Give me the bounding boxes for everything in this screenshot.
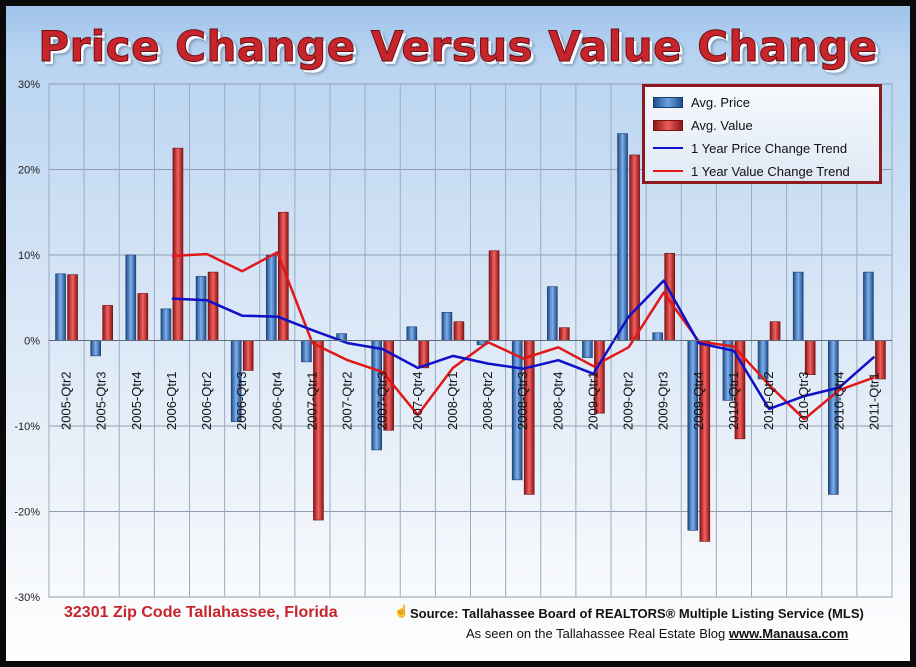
price-bar: [792, 271, 804, 341]
x-category-label: 2009-Qtr3: [656, 371, 671, 430]
footer-site-link[interactable]: www.Manausa.com: [728, 626, 849, 641]
x-category-label: 2006-Qtr2: [199, 371, 214, 430]
value-bar: [137, 293, 149, 341]
hand-pointer-icon: ☝: [394, 604, 409, 618]
price-bar: [547, 286, 558, 341]
value-trend-line: [171, 251, 875, 421]
value-bar: [102, 305, 113, 341]
price-bar: [617, 133, 628, 341]
bar-layer: [55, 133, 886, 542]
value-bar: [67, 274, 78, 341]
value-bar: [699, 340, 711, 542]
price-bar: [441, 311, 453, 341]
legend-swatch-price: [653, 96, 683, 108]
x-category-label: 2006-Qtr4: [269, 371, 284, 430]
legend-label-value-trend: 1 Year Value Change Trend: [691, 163, 850, 179]
price-bar: [90, 340, 101, 357]
x-category-label: 2007-Qtr1: [304, 371, 319, 430]
x-category-label: 2010-Qtr4: [831, 371, 846, 430]
x-category-label: 2010-Qtr2: [761, 371, 776, 430]
y-tick-label: 20%: [18, 165, 40, 177]
legend-item-price-trend: 1 Year Price Change Trend: [653, 137, 847, 159]
x-category-label: 2008-Qtr2: [480, 371, 495, 430]
legend-label-price: Avg. Price: [691, 94, 751, 110]
value-bar: [242, 340, 254, 371]
label-layer: 30% 20% 10% 0% -10% -20% -30% 2005-Qtr2 2005-Qtr…: [14, 79, 881, 604]
x-category-label: 2007-Qtr2: [340, 371, 355, 430]
x-category-label: 2006-Qtr1: [164, 371, 179, 430]
price-bar: [55, 273, 66, 341]
legend-swatch-price-trend: [653, 147, 683, 149]
legend-item-value: Avg. Value: [653, 114, 753, 136]
chart-legend: Avg. Price Avg. Value 1 Year Price Chang…: [642, 84, 882, 184]
x-category-label: 2005-Qtr3: [94, 371, 109, 430]
price-bar: [687, 340, 699, 531]
value-bar: [488, 250, 500, 341]
x-category-label: 2007-Qtr4: [410, 371, 425, 430]
price-trend-line: [171, 279, 876, 411]
legend-item-price: Avg. Price: [653, 91, 750, 113]
price-bar: [652, 332, 663, 341]
x-category-label: 2008-Qtr4: [550, 371, 565, 430]
x-category-label: 2010-Qtr1: [726, 371, 741, 430]
price-bar: [301, 340, 312, 363]
y-tick-label: -30%: [14, 592, 40, 604]
x-category-label: 2011-Qtr1: [866, 372, 881, 430]
x-category-label: 2009-Qtr4: [691, 371, 706, 430]
value-bar: [453, 321, 465, 341]
value-bar: [207, 271, 219, 341]
footer-seen-prefix: As seen on the Tallahassee Real Estate B…: [466, 626, 726, 641]
chart-title: Price Change Versus Value Change: [38, 22, 878, 72]
price-bar: [863, 271, 874, 341]
price-bar: [195, 276, 207, 341]
footer-source-text: Source: Tallahassee Board of REALTORS® M…: [410, 606, 864, 621]
value-bar: [769, 321, 781, 341]
x-category-label: 2010-Qtr3: [796, 371, 811, 430]
y-tick-label: -20%: [14, 507, 40, 519]
price-bar: [125, 254, 137, 341]
x-category-label: 2007-Qtr3: [375, 371, 390, 430]
x-category-label: 2008-Qtr1: [445, 371, 460, 430]
x-category-label: 2009-Qtr2: [621, 371, 636, 430]
x-category-label: 2009-Qtr1: [585, 371, 600, 430]
x-category-label: 2005-Qtr4: [129, 371, 144, 430]
x-category-label: 2005-Qtr2: [59, 371, 74, 430]
footer-zip-label: 32301 Zip Code Tallahassee, Florida: [64, 604, 338, 621]
x-category-label: 2008-Qtr3: [515, 371, 530, 430]
y-tick-label: -10%: [14, 421, 40, 433]
price-bar: [266, 254, 277, 341]
price-bar: [406, 326, 418, 341]
y-tick-label: 10%: [18, 250, 40, 262]
price-bar: [160, 308, 172, 341]
legend-swatch-value-trend: [653, 170, 683, 172]
legend-item-value-trend: 1 Year Value Change Trend: [653, 160, 850, 182]
value-bar: [559, 327, 570, 341]
value-bar: [804, 340, 816, 376]
line-layer: [171, 251, 876, 421]
price-bar: [582, 340, 593, 358]
legend-swatch-value: [653, 119, 683, 131]
y-tick-label: 30%: [18, 79, 40, 91]
x-category-label: 2006-Qtr3: [234, 371, 249, 430]
footer-seen-on: As seen on the Tallahassee Real Estate B…: [466, 626, 848, 641]
value-bar: [172, 147, 184, 341]
legend-label-value: Avg. Value: [691, 117, 753, 133]
legend-label-price-trend: 1 Year Price Change Trend: [691, 140, 848, 156]
y-tick-label: 0%: [24, 336, 40, 348]
